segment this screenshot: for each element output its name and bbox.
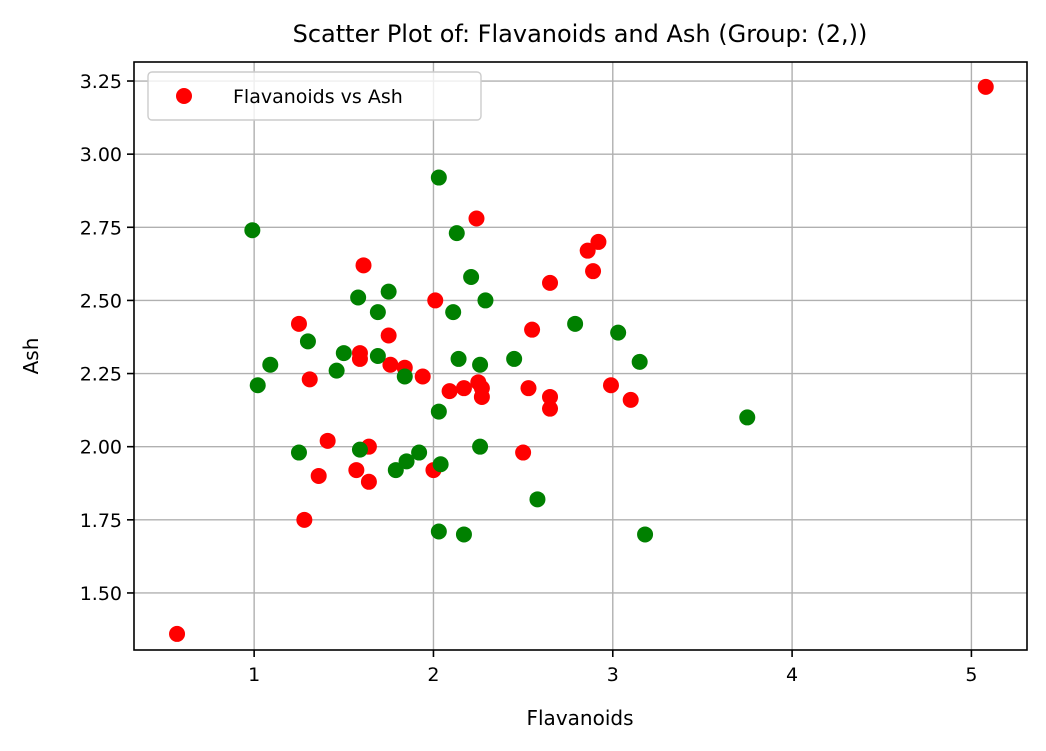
data-point-red [524,321,541,338]
data-point-green [244,222,261,239]
data-point-green [445,304,462,321]
grid [134,62,1027,650]
data-point-green [631,353,648,370]
y-tick-label: 2.75 [80,217,122,239]
data-point-red [169,625,186,642]
data-point-red [310,467,327,484]
data-point-green [369,304,386,321]
data-point-green [335,345,352,362]
y-tick-label: 2.50 [80,290,122,312]
data-point-red [360,473,377,490]
x-axis-label: Flavanoids [527,706,634,730]
x-tick-label: 5 [965,664,977,686]
data-point-green [396,368,413,385]
data-point-green [299,333,316,350]
plot-area: 1 2 3 4 5 1.50 1.75 2.00 2.25 2.50 2.75 3.00 3.25 [80,61,1028,686]
axis-ticks: 1 2 3 4 5 1.50 1.75 2.00 2.25 2.50 2.75 3.00 3.25 [80,71,978,686]
data-point-red [579,242,596,259]
data-point-green [249,377,266,394]
data-point-red [468,210,485,227]
data-point-red [319,432,336,449]
x-tick-label: 3 [607,664,619,686]
data-point-red [414,368,431,385]
data-point-red [520,380,537,397]
y-tick-label: 1.50 [80,583,122,605]
data-point-green [610,324,627,341]
data-point-green [290,444,307,461]
data-point-red [542,400,559,417]
data-point-red [301,371,318,388]
data-point-green [455,526,472,543]
x-tick-label: 1 [248,664,260,686]
legend-marker [176,88,192,104]
data-point-red [542,274,559,291]
data-point-red [473,388,490,405]
data-point-green [637,526,654,543]
y-tick-label: 3.25 [80,71,122,93]
data-point-green [387,462,404,479]
plot-background [134,62,1027,650]
y-tick-label: 3.00 [80,144,122,166]
data-point-green [262,356,279,373]
data-point-red [382,356,399,373]
data-point-green [411,444,428,461]
legend-box [147,71,482,121]
x-tick-label: 2 [427,664,439,686]
data-point-green [350,289,367,306]
data-point-red [351,350,368,367]
legend-label: Flavanoids vs Ash [233,86,403,108]
data-point-red [542,388,559,405]
data-point-green [472,438,489,455]
data-point-green [328,362,345,379]
data-point-green [472,356,489,373]
y-tick-label: 1.75 [80,510,122,532]
data-point-red [622,391,639,408]
y-tick-label: 2.25 [80,364,122,386]
data-point-red [380,327,397,344]
data-point-green [398,453,415,470]
data-point-green [432,456,449,473]
data-point-green [463,269,480,286]
chart-title: Scatter Plot of: Flavanoids and Ash (Gro… [293,20,868,48]
data-point-red [355,257,372,274]
data-point-green [506,350,523,367]
data-point-green [739,409,756,426]
data-point-green [430,169,447,186]
data-point-red [441,383,458,400]
data-point-red [977,78,994,95]
data-point-green [448,225,465,242]
data-point-red [296,511,313,528]
y-tick-label: 2.00 [80,437,122,459]
data-point-red [515,444,532,461]
data-point-green [477,292,494,309]
data-point-red [590,233,607,250]
data-point-red [455,380,472,397]
data-point-green [529,491,546,508]
data-point-red [585,263,602,280]
data-point-red [348,462,365,479]
data-point-red [602,377,619,394]
legend: Flavanoids vs Ash [147,71,482,121]
data-point-green [369,348,386,364]
data-point-green [351,441,368,458]
data-point-green [450,350,467,367]
data-points [169,78,994,642]
data-point-green [567,315,584,332]
x-tick-label: 4 [786,664,798,686]
y-axis-label: Ash [19,338,43,375]
data-point-red [290,315,307,332]
plot-frame [133,61,1028,651]
data-point-green [380,283,397,300]
data-point-green [430,523,447,540]
data-point-red [427,292,444,309]
data-point-green [430,403,447,420]
